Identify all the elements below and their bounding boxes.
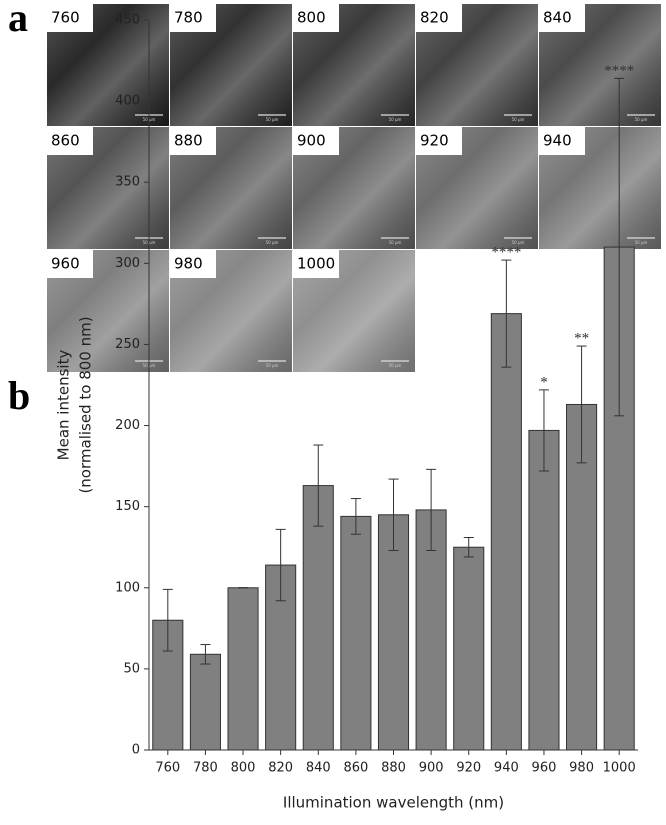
y-tick-label: 250 — [115, 337, 140, 352]
significance-label: **** — [491, 245, 521, 261]
tile-label: 800 — [297, 9, 326, 27]
label-box — [170, 250, 216, 278]
label-box — [170, 127, 216, 155]
label-box — [47, 127, 93, 155]
bar — [377, 514, 410, 751]
tile-label: 780 — [174, 9, 203, 27]
scale-label: 50 μm — [389, 363, 402, 368]
label-box — [47, 250, 93, 278]
scale-label: 50 μm — [389, 117, 402, 122]
scale-label: 50 μm — [266, 240, 279, 245]
scale-label: 50 μm — [389, 240, 402, 245]
bar — [453, 546, 485, 751]
x-tick-label: 780 — [193, 761, 218, 776]
x-axis-title: Illumination wavelength (nm) — [283, 794, 504, 812]
significance-label: ** — [574, 331, 589, 347]
label-box — [293, 4, 339, 32]
x-tick-label: 760 — [155, 761, 180, 776]
bar — [227, 587, 259, 751]
x-tick-label: 980 — [569, 761, 594, 776]
label-box — [293, 127, 339, 155]
y-axis-title: Mean intensity — [55, 350, 73, 461]
tile-label: 760 — [51, 9, 80, 27]
scale-label: 50 μm — [512, 117, 525, 122]
tile-label: 820 — [420, 9, 449, 27]
bar — [528, 429, 560, 751]
panel-label: b — [8, 373, 30, 418]
tile-label: 940 — [543, 132, 572, 150]
label-box — [170, 4, 216, 32]
x-tick-label: 840 — [306, 761, 331, 776]
y-tick-label: 0 — [132, 743, 140, 758]
significance-label: * — [540, 374, 548, 390]
scale-label: 50 μm — [635, 240, 648, 245]
label-box — [539, 4, 585, 32]
bar — [189, 653, 221, 751]
x-tick-label: 860 — [343, 761, 368, 776]
chart: 0 50 100 150 200 250 300 350 400 450 760 780 800 820 8… — [55, 13, 638, 812]
y-tick-label: 350 — [115, 175, 140, 190]
y-tick-label: 150 — [115, 499, 140, 514]
y-axis-title: (normalised to 800 nm) — [77, 316, 95, 493]
tile-label: 860 — [51, 132, 80, 150]
tile-label: 980 — [174, 255, 203, 273]
x-tick-label: 940 — [494, 761, 519, 776]
label-box — [539, 127, 585, 155]
significance-label: **** — [604, 63, 634, 79]
scale-label: 50 μm — [635, 117, 648, 122]
scale-label: 50 μm — [512, 240, 525, 245]
y-tick-label: 100 — [115, 580, 140, 595]
x-tick-label: 1000 — [603, 761, 636, 776]
tile-label: 920 — [420, 132, 449, 150]
label-box — [416, 4, 462, 32]
tile-label: 1000 — [297, 255, 335, 273]
tile-label: 880 — [174, 132, 203, 150]
label-box — [416, 127, 462, 155]
tile-label: 900 — [297, 132, 326, 150]
panel-label: a — [8, 0, 28, 40]
label-box — [293, 250, 339, 278]
tile-label: 960 — [51, 255, 80, 273]
scale-label: 50 μm — [266, 117, 279, 122]
x-tick-label: 900 — [419, 761, 444, 776]
y-tick-label: 450 — [115, 13, 140, 28]
y-tick-label: 400 — [115, 94, 140, 109]
y-tick-label: 50 — [123, 661, 140, 676]
y-tick-label: 300 — [115, 256, 140, 271]
x-tick-label: 960 — [532, 761, 557, 776]
x-tick-label: 920 — [456, 761, 481, 776]
bar — [340, 515, 372, 751]
x-tick-label: 820 — [268, 761, 293, 776]
scale-label: 50 μm — [266, 363, 279, 368]
y-tick-label: 200 — [115, 418, 140, 433]
label-box — [47, 4, 93, 32]
tile-label: 840 — [543, 9, 572, 27]
x-tick-label: 880 — [381, 761, 406, 776]
bar — [490, 313, 522, 751]
x-tick-label: 800 — [231, 761, 256, 776]
